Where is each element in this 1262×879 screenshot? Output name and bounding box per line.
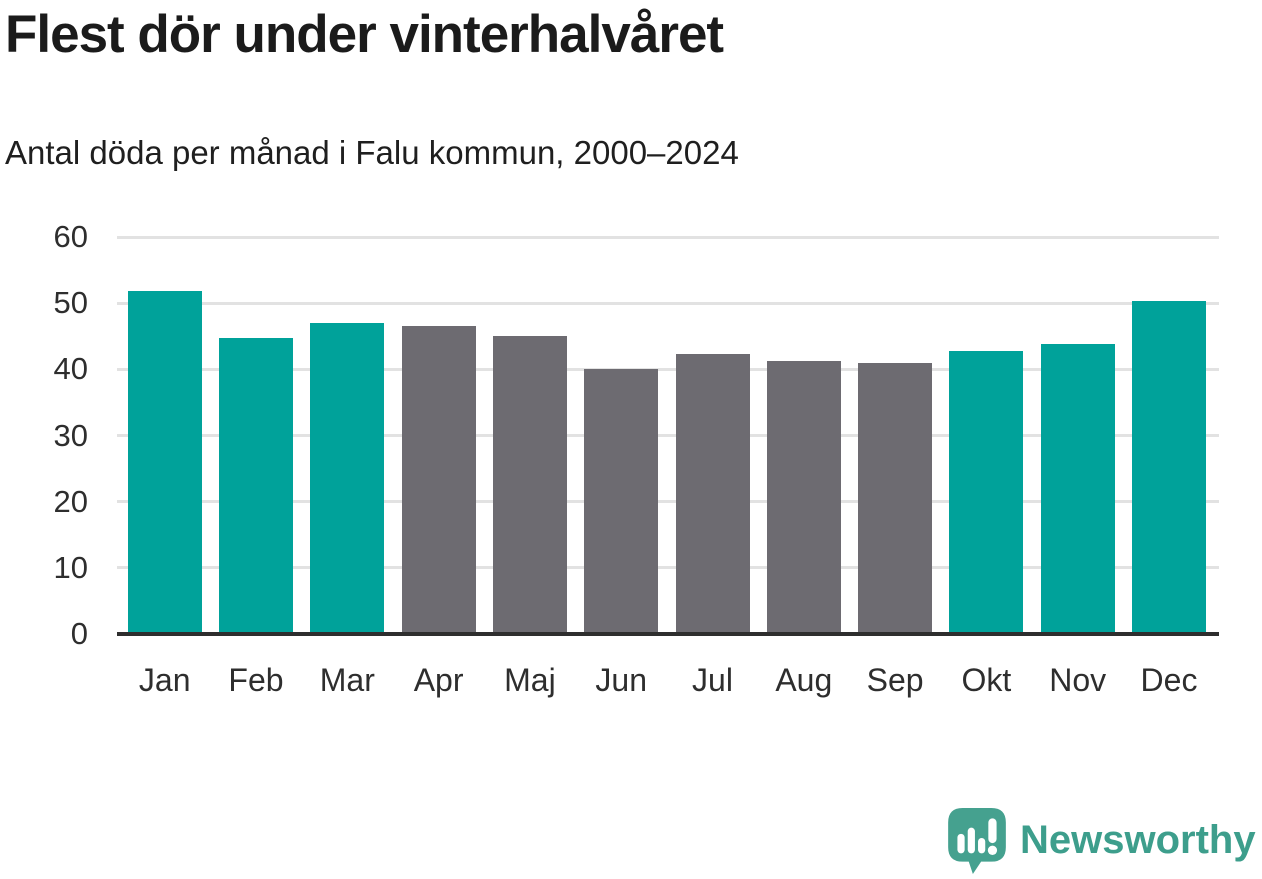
bar-apr: [401, 326, 476, 634]
brand-name: Newsworthy: [1020, 817, 1256, 862]
chart-title: Flest dör under vinterhalvåret: [5, 5, 724, 64]
bar-feb: [219, 338, 293, 634]
gridline-60: [117, 235, 1219, 239]
y-tick-label-60: 60: [53, 219, 88, 254]
y-tick-label-20: 20: [53, 483, 88, 519]
gridline-50: [117, 301, 1219, 305]
x-tick-label-sep: Sep: [866, 662, 924, 698]
logo-speech-bubble: [948, 808, 1006, 874]
bar-jan: [127, 290, 202, 634]
x-tick-label-feb: Feb: [228, 662, 284, 698]
bar-jun: [584, 368, 659, 634]
gridline-20: [117, 500, 1219, 504]
bar-aug: [766, 361, 841, 634]
logo-bar-3: [978, 837, 986, 854]
x-tick-label-dec: Dec: [1140, 662, 1198, 698]
y-tick-label-10: 10: [53, 549, 88, 585]
x-axis-line: [117, 632, 1219, 636]
y-tick-label-30: 30: [53, 417, 88, 453]
gridline-30: [117, 434, 1219, 437]
logo-bar-2: [967, 827, 975, 854]
gridline-40: [117, 367, 1219, 371]
bar-maj: [492, 336, 567, 634]
chart-subtitle: Antal döda per månad i Falu kommun, 2000…: [5, 134, 739, 171]
bar-dec: [1132, 301, 1206, 634]
y-tick-label-50: 50: [53, 285, 88, 321]
bar-sep: [858, 363, 933, 634]
x-tick-label-aug: Aug: [775, 662, 833, 698]
x-tick-label-nov: Nov: [1049, 662, 1107, 698]
logo-exclamation-dot: [987, 845, 998, 855]
x-tick-label-jan: Jan: [138, 662, 191, 698]
logo-bar-1: [957, 833, 965, 854]
gridline-10: [117, 566, 1219, 570]
logo-exclamation-bar: [988, 818, 997, 844]
x-tick-label-jun: Jun: [595, 662, 647, 698]
brand-footer: Newsworthy: [944, 806, 1256, 874]
y-tick-label-0: 0: [70, 616, 88, 651]
bar-jul: [675, 354, 750, 634]
y-tick-label-40: 40: [53, 351, 88, 387]
bar-okt: [949, 350, 1024, 634]
x-tick-label-apr: Apr: [413, 662, 464, 698]
x-tick-label-okt: Okt: [961, 662, 1012, 698]
bar-nov: [1040, 344, 1115, 634]
x-tick-label-maj: Maj: [504, 662, 556, 698]
newsworthy-logo-icon: [948, 808, 1006, 874]
x-tick-label-mar: Mar: [319, 662, 375, 698]
bar-mar: [310, 323, 385, 634]
x-tick-label-jul: Jul: [692, 662, 733, 698]
